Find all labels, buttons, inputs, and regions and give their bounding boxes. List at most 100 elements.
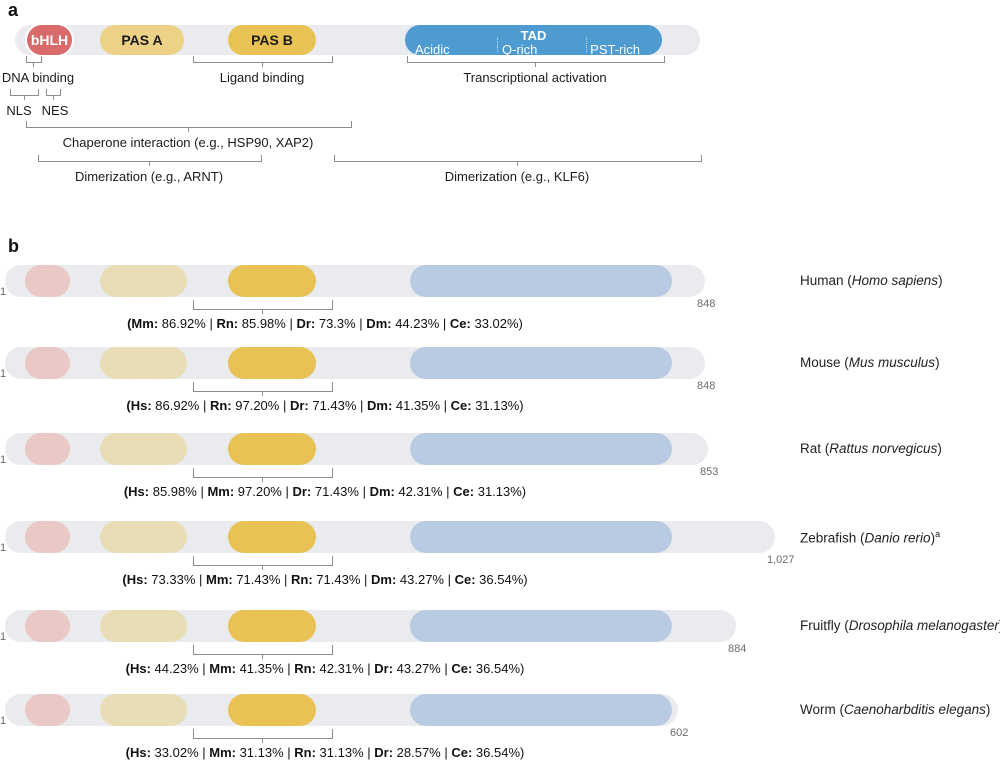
annotation-dimerization-klf6: Dimerization (e.g., KLF6) <box>444 169 590 184</box>
sequence-length: 1,027 <box>767 554 795 566</box>
domain-bhlh: bHLH <box>27 25 72 55</box>
identity-species-abbr: Mm: <box>205 572 233 587</box>
bracket-tick-nes <box>53 95 54 100</box>
identity-species-abbr: (Hs: <box>122 572 148 587</box>
row-domain-bhlh <box>25 610 70 642</box>
bracket-pasb-fruitfly <box>193 645 333 655</box>
domain-tad-title: TAD <box>520 28 547 43</box>
row-domain-pas-b <box>228 347 316 379</box>
identity-species-abbr: Rn: <box>216 316 239 331</box>
row-domain-pas-b <box>228 265 316 297</box>
sequence-length: 853 <box>700 466 719 478</box>
identity-species-abbr: Dm: <box>369 484 395 499</box>
identity-values: (Mm: 86.92% | Rn: 85.98% | Dr: 73.3% | D… <box>127 316 523 331</box>
panel-b-label: b <box>8 236 19 256</box>
identity-values: (Hs: 73.33% | Mm: 71.43% | Rn: 71.43% | … <box>122 572 528 587</box>
species-latin-name: Danio rerio <box>864 530 931 546</box>
bracket-tick-nls <box>24 95 25 100</box>
identity-values: (Hs: 86.92% | Rn: 97.20% | Dr: 71.43% | … <box>126 398 524 413</box>
sequence-start: 1 <box>0 715 7 727</box>
bracket-tick-chaperone-interaction <box>188 127 189 132</box>
identity-species-abbr: Ce: <box>450 398 472 413</box>
bracket-tick-pasb-rat <box>262 477 263 482</box>
identity-species-abbr: (Hs: <box>125 745 151 760</box>
domain-pas-b: PAS B <box>228 25 316 55</box>
sequence-length: 848 <box>697 298 716 310</box>
bracket-dna-binding <box>26 56 42 63</box>
identity-species-abbr: Rn: <box>294 661 316 676</box>
identity-species-abbr: Ce: <box>451 661 473 676</box>
identity-values: (Hs: 33.02% | Mm: 31.13% | Rn: 31.13% | … <box>125 745 525 760</box>
species-latin-name: Mus musculus <box>848 355 936 370</box>
identity-species-abbr: Ce: <box>449 316 471 331</box>
row-domain-bhlh <box>25 347 70 379</box>
identity-species-abbr: (Mm: <box>127 316 159 331</box>
row-domain-pas-a <box>100 610 187 642</box>
sequence-start: 1 <box>0 368 7 380</box>
species-label: Human (Homo sapiens) <box>800 273 943 288</box>
bracket-pasb-rat <box>193 468 333 478</box>
identity-species-abbr: Dr: <box>374 745 394 760</box>
ortholog-row-zebrafish: 1 1,027 Zebrafish (Danio rerio)a (Hs: 73.33… <box>0 521 1000 593</box>
tad-sublabel-q-rich: Q-rich <box>502 42 538 57</box>
bracket-transcriptional-activation <box>407 56 665 63</box>
row-domain-tad <box>410 433 672 465</box>
bracket-dimerization-klf6 <box>334 155 702 162</box>
footnote-marker: a <box>935 529 941 539</box>
sequence-length: 848 <box>697 380 716 392</box>
species-latin-name: Caenoharbditis elegans <box>844 702 986 717</box>
bracket-dimerization-arnt <box>38 155 262 162</box>
sequence-start: 1 <box>0 454 7 466</box>
row-domain-pas-b <box>228 433 316 465</box>
sequence-start: 1 <box>0 286 7 298</box>
identity-species-abbr: (Hs: <box>126 398 152 413</box>
identity-species-abbr: Dm: <box>366 316 392 331</box>
species-latin-name: Homo sapiens <box>851 273 939 288</box>
row-domain-pas-b <box>228 521 316 553</box>
bracket-tick-dimerization-arnt <box>149 161 150 166</box>
ortholog-row-rat: 1 853 Rat (Rattus norvegicus) (Hs: 85.98% |… <box>0 433 1000 505</box>
annotation-ligand-binding: Ligand binding <box>219 70 305 85</box>
identity-species-abbr: Mm: <box>207 484 235 499</box>
bracket-tick-transcriptional-activation <box>535 62 536 67</box>
bracket-pasb-zebrafish <box>193 556 333 566</box>
row-domain-pas-a <box>100 694 187 726</box>
row-domain-tad <box>410 265 672 297</box>
annotation-chaperone-interaction: Chaperone interaction (e.g., HSP90, XAP2… <box>62 135 314 150</box>
sequence-length: 602 <box>670 727 689 739</box>
identity-species-abbr: (Hs: <box>125 661 151 676</box>
identity-species-abbr: Dr: <box>289 398 309 413</box>
row-domain-bhlh <box>25 265 70 297</box>
bracket-tick-pasb-fruitfly <box>262 654 263 659</box>
bracket-tick-dna-binding <box>33 62 34 67</box>
row-domain-tad <box>410 521 672 553</box>
ortholog-row-worm: 1 602 Worm (Caenoharbditis elegans) (Hs: 33… <box>0 694 1000 766</box>
identity-species-abbr: Dr: <box>296 316 316 331</box>
row-domain-bhlh <box>25 521 70 553</box>
tad-sublabel-acidic: Acidic <box>415 42 450 57</box>
ortholog-row-mouse: 1 848 Mouse (Mus musculus) (Hs: 86.92% | Rn… <box>0 347 1000 419</box>
annotation-dna-binding: DNA binding <box>1 70 75 85</box>
annotation-nes: NES <box>41 103 69 118</box>
species-label: Rat (Rattus norvegicus) <box>800 441 942 456</box>
row-domain-pas-b <box>228 694 316 726</box>
species-label: Mouse (Mus musculus) <box>800 355 940 370</box>
identity-species-abbr: Ce: <box>451 745 473 760</box>
identity-species-abbr: Mm: <box>209 661 236 676</box>
identity-values: (Hs: 44.23% | Mm: 41.35% | Rn: 42.31% | … <box>125 661 525 676</box>
annotation-transcriptional-activation: Transcriptional activation <box>463 70 607 85</box>
row-domain-pas-a <box>100 347 187 379</box>
sequence-start: 1 <box>0 631 7 643</box>
annotation-dimerization-arnt: Dimerization (e.g., ARNT) <box>74 169 224 184</box>
species-latin-name: Rattus norvegicus <box>829 441 938 456</box>
species-label: Worm (Caenoharbditis elegans) <box>800 702 991 717</box>
domain-pas-a: PAS A <box>100 25 184 55</box>
row-domain-bhlh <box>25 694 70 726</box>
row-domain-tad <box>410 694 672 726</box>
row-domain-tad <box>410 610 672 642</box>
identity-species-abbr: Rn: <box>209 398 232 413</box>
row-domain-pas-a <box>100 265 187 297</box>
identity-species-abbr: (Hs: <box>123 484 150 499</box>
ortholog-row-human: 1 848 Human (Homo sapiens) (Mm: 86.92% | Rn… <box>0 265 1000 337</box>
